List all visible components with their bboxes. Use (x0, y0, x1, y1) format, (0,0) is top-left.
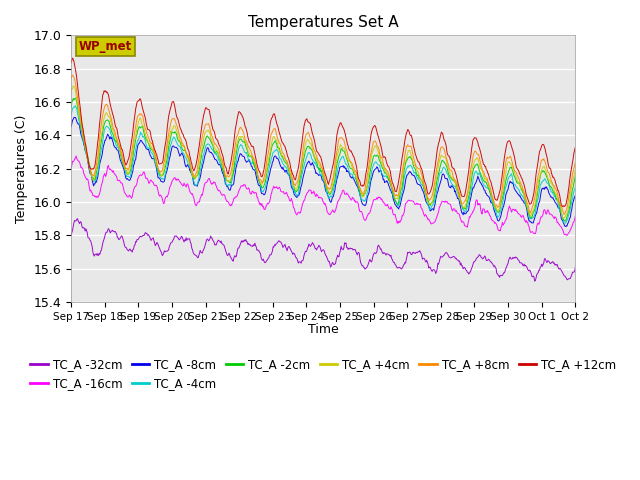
TC_A +4cm (180, 143, 188, 148)
TC_A -16cm (563, 232, 571, 238)
TC_A +12cm (129, 128, 137, 134)
TC_A -16cm (399, 211, 407, 217)
TC_A +8cm (68, 72, 76, 78)
TC_A +8cm (572, 159, 579, 165)
Title: Temperatures Set A: Temperatures Set A (248, 15, 399, 30)
TC_A -32cm (67, 232, 75, 238)
TC_A -8cm (180, 156, 188, 162)
TC_A -4cm (180, 152, 188, 157)
TC_A -2cm (572, 173, 579, 179)
TC_A -4cm (385, 178, 392, 184)
TC_A -32cm (207, 233, 214, 239)
TC_A -16cm (180, 180, 188, 186)
Legend: TC_A -32cm, TC_A -16cm, TC_A -8cm, TC_A -4cm, TC_A -2cm, TC_A +4cm, TC_A +8cm, T: TC_A -32cm, TC_A -16cm, TC_A -8cm, TC_A … (26, 353, 621, 395)
TC_A -4cm (129, 160, 137, 166)
TC_A -32cm (531, 278, 538, 284)
TC_A -2cm (562, 218, 570, 224)
TC_A +4cm (385, 173, 392, 179)
TC_A +12cm (68, 55, 76, 61)
TC_A +4cm (129, 148, 137, 154)
TC_A +4cm (69, 83, 77, 89)
TC_A +12cm (180, 134, 188, 140)
TC_A -8cm (399, 189, 407, 195)
TC_A -2cm (399, 175, 407, 180)
TC_A +12cm (399, 146, 407, 152)
Line: TC_A -2cm: TC_A -2cm (71, 98, 575, 221)
TC_A -16cm (77, 165, 85, 170)
TC_A -32cm (399, 262, 407, 268)
TC_A -4cm (207, 144, 214, 149)
TC_A +8cm (180, 143, 188, 149)
Line: TC_A +12cm: TC_A +12cm (71, 58, 575, 207)
TC_A -32cm (74, 216, 81, 221)
TC_A -16cm (72, 153, 80, 159)
TC_A -4cm (399, 180, 407, 186)
Line: TC_A -32cm: TC_A -32cm (71, 218, 575, 281)
TC_A +12cm (207, 115, 214, 120)
TC_A -32cm (77, 219, 85, 225)
TC_A -16cm (129, 190, 137, 196)
TC_A -2cm (180, 147, 188, 153)
Y-axis label: Temperatures (C): Temperatures (C) (15, 115, 28, 223)
TC_A -4cm (572, 184, 579, 190)
TC_A -16cm (385, 205, 392, 211)
Line: TC_A -4cm: TC_A -4cm (71, 106, 575, 223)
TC_A +12cm (560, 204, 568, 210)
TC_A -16cm (207, 180, 214, 185)
X-axis label: Time: Time (308, 323, 339, 336)
TC_A +4cm (77, 121, 85, 127)
TC_A +12cm (67, 60, 75, 66)
TC_A +8cm (67, 75, 75, 81)
TC_A -8cm (67, 124, 75, 130)
TC_A +8cm (129, 142, 137, 147)
TC_A +8cm (207, 129, 214, 135)
TC_A -4cm (67, 112, 75, 118)
Text: WP_met: WP_met (79, 40, 132, 53)
TC_A -32cm (129, 247, 137, 252)
TC_A +4cm (207, 135, 214, 141)
TC_A -8cm (572, 192, 579, 198)
TC_A +8cm (385, 171, 392, 177)
TC_A +4cm (572, 167, 579, 172)
TC_A +8cm (399, 161, 407, 167)
TC_A -32cm (180, 239, 188, 245)
TC_A +12cm (77, 112, 85, 118)
TC_A -8cm (77, 132, 85, 138)
TC_A -32cm (385, 252, 392, 258)
TC_A -16cm (67, 165, 75, 171)
TC_A -8cm (129, 168, 137, 174)
TC_A +4cm (559, 216, 567, 221)
TC_A +4cm (399, 167, 407, 172)
TC_A +4cm (67, 87, 75, 93)
Line: TC_A -8cm: TC_A -8cm (71, 118, 575, 227)
TC_A -2cm (207, 138, 214, 144)
TC_A -2cm (385, 177, 392, 183)
TC_A -2cm (67, 105, 75, 110)
TC_A -8cm (207, 150, 214, 156)
TC_A -4cm (72, 103, 79, 108)
TC_A +8cm (560, 212, 568, 217)
TC_A -8cm (385, 183, 392, 189)
TC_A -4cm (560, 220, 568, 226)
Line: TC_A +4cm: TC_A +4cm (71, 86, 575, 218)
TC_A -4cm (77, 127, 85, 132)
TC_A +12cm (572, 144, 579, 150)
Line: TC_A +8cm: TC_A +8cm (71, 75, 575, 215)
TC_A -32cm (572, 264, 579, 270)
Line: TC_A -16cm: TC_A -16cm (71, 156, 575, 235)
TC_A -8cm (562, 224, 570, 229)
TC_A -2cm (129, 154, 137, 159)
TC_A -2cm (72, 96, 79, 101)
TC_A +12cm (385, 164, 392, 170)
TC_A -2cm (77, 124, 85, 130)
TC_A +8cm (77, 117, 85, 122)
TC_A -16cm (572, 213, 579, 219)
TC_A -8cm (70, 115, 78, 120)
